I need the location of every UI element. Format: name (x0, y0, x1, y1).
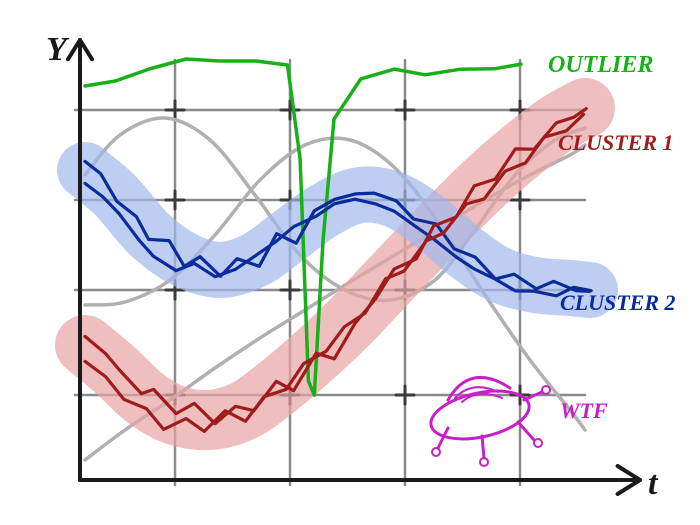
chart-svg: Yt OUTLIER CLUSTER 1 CLUSTER 2 WTF (0, 0, 700, 525)
wtf-label: WTF (560, 398, 608, 423)
cluster-bands (85, 108, 590, 420)
x-axis-label: t (648, 465, 659, 502)
outlier-label: OUTLIER (548, 52, 653, 78)
cluster1-label: CLUSTER 1 (558, 130, 674, 155)
y-axis-label: Y (46, 31, 70, 68)
wtf-doodle (427, 377, 550, 466)
cluster2-label: CLUSTER 2 (560, 290, 676, 315)
